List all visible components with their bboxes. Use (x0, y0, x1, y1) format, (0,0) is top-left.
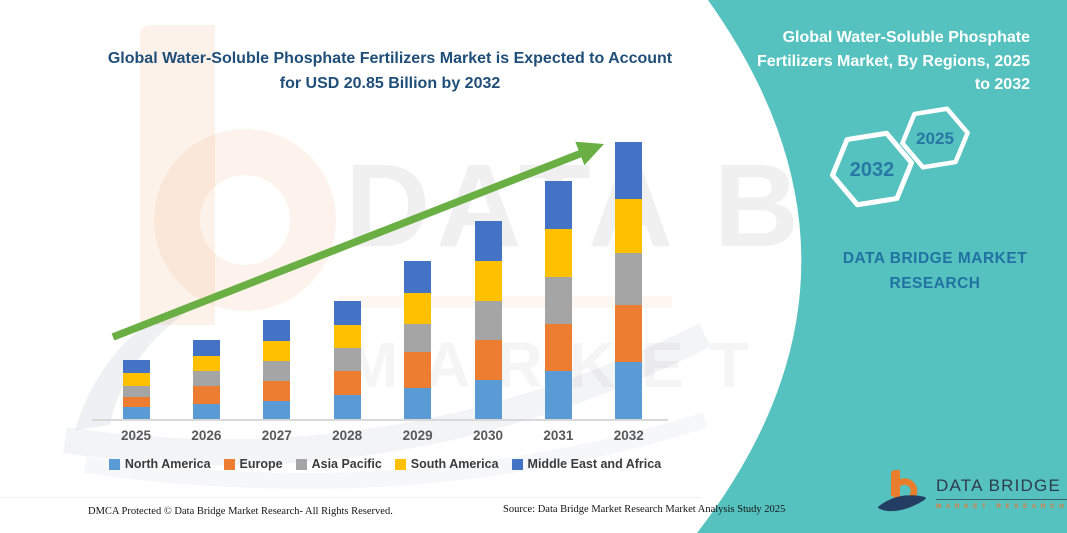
bar-2025 (122, 360, 150, 419)
bar-segment-north-america (615, 362, 643, 419)
chart-title: Global Water-Soluble Phosphate Fertilize… (103, 46, 677, 96)
legend-swatch-icon (511, 458, 523, 470)
bar-segment-south-america (122, 372, 150, 386)
company-logo-text: DATA BRIDGE MARKET RESEARCH (936, 476, 1067, 510)
bar-segment-europe (474, 339, 502, 380)
bar-segment-europe (544, 324, 572, 371)
bar-segment-north-america (333, 395, 361, 419)
bar-segment-asia-pacific (615, 252, 643, 306)
bar-segment-asia-pacific (263, 360, 291, 381)
bar-segment-asia-pacific (404, 323, 432, 353)
bar-2031 (544, 180, 572, 419)
hexagon-front-year: 2025 (916, 129, 954, 148)
legend-label: Asia Pacific (311, 457, 382, 471)
bar-segment-south-america (474, 260, 502, 302)
x-axis-label-2028: 2028 (332, 428, 363, 443)
bar-segment-asia-pacific (122, 385, 150, 397)
bar-segment-north-america (122, 407, 150, 419)
bar-segment-asia-pacific (192, 371, 220, 387)
bar-segment-north-america (404, 388, 432, 419)
bar-2029 (404, 260, 432, 419)
legend-item-europe: Europe (223, 457, 283, 471)
legend-item-middle-east-and-africa: Middle East and Africa (511, 457, 662, 471)
dmca-notice: DMCA Protected © Data Bridge Market Rese… (88, 506, 393, 517)
bar-2032 (615, 142, 643, 419)
bar-segment-europe (192, 386, 220, 405)
company-logo-title: DATA BRIDGE (936, 476, 1067, 500)
bar-2030 (474, 220, 502, 419)
bar-segment-middle-east-and-africa (333, 301, 361, 325)
bar-2027 (263, 319, 291, 419)
bar-segment-north-america (263, 400, 291, 419)
legend-swatch-icon (223, 458, 235, 470)
legend-label: Middle East and Africa (527, 457, 662, 471)
x-axis-label-2025: 2025 (120, 428, 152, 443)
bar-segment-europe (404, 352, 432, 389)
x-axis-label-2027: 2027 (261, 428, 292, 443)
bar-segment-middle-east-and-africa (474, 220, 502, 261)
x-axis-label-2032: 2032 (613, 428, 644, 443)
x-axis-label-2029: 2029 (402, 428, 433, 443)
bar-segment-middle-east-and-africa (544, 180, 572, 229)
legend-swatch-icon (295, 458, 307, 470)
company-logo: DATA BRIDGE MARKET RESEARCH (877, 468, 1067, 518)
legend-label: South America (410, 457, 499, 471)
bar-segment-europe (615, 305, 643, 363)
side-panel-title-line1: Global Water-Soluble Phosphate (782, 29, 1030, 46)
bar-segment-north-america (544, 370, 572, 419)
side-panel-title: Global Water-Soluble Phosphate Fertilize… (720, 26, 1030, 97)
hexagon-back-year: 2032 (850, 159, 895, 181)
bar-segment-south-america (404, 292, 432, 324)
bar-segment-south-america (333, 324, 361, 349)
source-note: Source: Data Bridge Market Research Mark… (503, 504, 786, 515)
bar-segment-middle-east-and-africa (404, 260, 432, 293)
x-axis-line (92, 419, 668, 421)
bar-segment-asia-pacific (474, 301, 502, 340)
bar-segment-middle-east-and-africa (263, 319, 291, 342)
bar-segment-south-america (192, 356, 220, 372)
hexagon-2025-icon (900, 106, 970, 170)
hexagon-2032-icon (829, 130, 915, 208)
brand-wordmark-line1: DATA BRIDGE MARKET (842, 250, 1028, 267)
year-hexagons: 2032 2025 (829, 106, 970, 208)
bar-segment-south-america (615, 198, 643, 253)
x-axis-label-2026: 2026 (191, 428, 222, 443)
bar-segment-north-america (192, 404, 220, 419)
bar-segment-north-america (474, 379, 502, 419)
legend-item-asia-pacific: Asia Pacific (295, 457, 382, 471)
legend-label: North America (124, 457, 211, 471)
chart-title-line2: Account for USD 20.85 Billion by 2032 (279, 50, 673, 92)
legend-swatch-icon (108, 458, 120, 470)
bar-2028 (333, 301, 361, 419)
bar-segment-middle-east-and-africa (615, 142, 643, 199)
bar-segment-middle-east-and-africa (122, 360, 150, 373)
bar-segment-south-america (263, 341, 291, 361)
bar-segment-europe (263, 380, 291, 401)
brand-wordmark-line2: RESEARCH (889, 275, 981, 292)
side-panel-title-line3: to 2032 (974, 76, 1030, 93)
x-axis-label-2030: 2030 (472, 428, 504, 443)
footer-divider (0, 497, 702, 498)
legend-label: Europe (239, 457, 283, 471)
chart-title-line1: Global Water-Soluble Phosphate Fertilize… (107, 50, 605, 67)
legend-item-north-america: North America (108, 457, 211, 471)
chart-legend: North America Europe Asia Pacific South Ame… (50, 457, 720, 471)
bar-segment-middle-east-and-africa (192, 339, 220, 357)
x-axis-label-2031: 2031 (543, 428, 574, 443)
bar-segment-europe (333, 370, 361, 396)
bar-2026 (192, 339, 220, 419)
side-panel-title-line2: Fertilizers Market, By Regions, 2025 (757, 52, 1030, 70)
legend-item-south-america: South America (394, 457, 499, 471)
company-logo-subtitle: MARKET RESEARCH (936, 503, 1067, 510)
bar-segment-south-america (544, 228, 572, 278)
brand-wordmark: DATA BRIDGE MARKET RESEARCH (806, 246, 1064, 296)
bar-segment-asia-pacific (333, 348, 361, 371)
legend-swatch-icon (394, 458, 406, 470)
company-logo-icon (878, 470, 926, 512)
bar-segment-asia-pacific (544, 277, 572, 325)
bar-segment-europe (122, 396, 150, 408)
